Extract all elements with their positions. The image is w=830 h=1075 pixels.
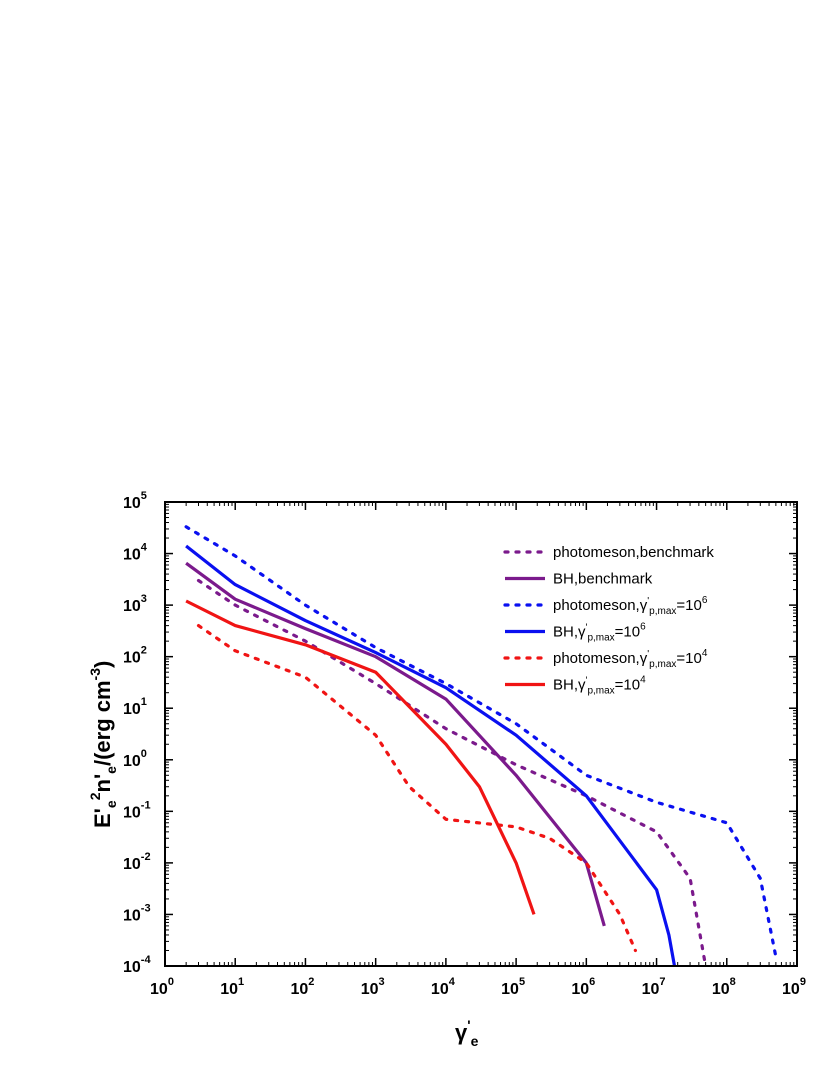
plot-frame xyxy=(164,501,798,967)
x-tick-label: 109 xyxy=(782,976,806,998)
x-tick-label: 105 xyxy=(501,976,525,998)
x-tick-label: 102 xyxy=(290,976,314,998)
x-tick-label: 108 xyxy=(712,976,736,998)
x-tick-label: 100 xyxy=(150,976,174,998)
legend-label-pm-1e4: photomeson,γ'p,max=104 xyxy=(553,648,708,670)
x-tick-label: 103 xyxy=(361,976,385,998)
x-axis-title: γ'e xyxy=(455,1017,479,1049)
y-axis-title: E'e2n'e/(erg cm-3) xyxy=(87,661,119,828)
series-line-bh-1e4 xyxy=(185,599,536,915)
x-tick-label: 101 xyxy=(220,976,244,998)
series-line-bh-bench xyxy=(185,561,606,927)
y-tick-label: 10-2 xyxy=(123,851,151,873)
ticks-layer xyxy=(164,501,798,967)
y-tick-label: 10-4 xyxy=(123,954,151,976)
tick-labels: 100 101 102 103 104 105 106 107 108 109 10-4 10-3 10… xyxy=(123,490,806,998)
y-tick-label: 105 xyxy=(123,490,147,512)
legend-label-bh-1e6: BH,γ'p,max=106 xyxy=(553,622,646,644)
y-tick-label: 102 xyxy=(123,645,147,667)
legend-label-bh-bench: BH,benchmark xyxy=(553,571,653,588)
series-line-pm-bench xyxy=(196,578,708,966)
series-line-pm-1e6 xyxy=(184,525,778,959)
y-tick-label: 101 xyxy=(123,696,147,718)
y-tick-label: 100 xyxy=(123,748,147,770)
y-tick-label: 10-1 xyxy=(123,799,151,821)
series-line-pm-1e4 xyxy=(196,624,637,953)
legend-label-bh-1e4: BH,γ'p,max=104 xyxy=(553,675,646,697)
x-tick-label: 106 xyxy=(571,976,595,998)
legend: photomeson,benchmark BH,benchmark photomes… xyxy=(503,544,714,697)
series-line-bh-1e6 xyxy=(185,544,677,966)
y-tick-label: 10-3 xyxy=(123,902,151,924)
x-tick-label: 107 xyxy=(642,976,666,998)
legend-label-pm-1e6: photomeson,γ'p,max=106 xyxy=(553,595,708,617)
legend-label-pm-bench: photomeson,benchmark xyxy=(553,544,714,561)
x-tick-label: 104 xyxy=(431,976,456,998)
y-tick-label: 104 xyxy=(123,542,148,564)
series-layer xyxy=(184,525,778,966)
y-tick-label: 103 xyxy=(123,593,147,615)
